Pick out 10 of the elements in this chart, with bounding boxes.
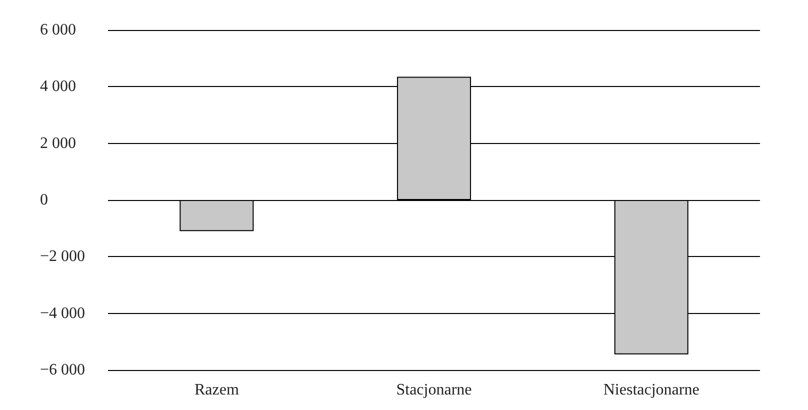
y-tick-label: 6 000 <box>40 22 76 38</box>
y-tick-label: 0 <box>40 192 48 208</box>
x-tick-label: Stacjonarne <box>396 382 472 398</box>
y-tick-label: −4 000 <box>40 304 86 322</box>
y-tick-label: −6 000 <box>40 362 86 378</box>
y-tick-label: 4 000 <box>40 78 76 96</box>
x-tick-label: Niestacjonarne <box>603 382 700 398</box>
y-tick-label: −2 000 <box>40 248 86 266</box>
x-tick-label: Razem <box>194 382 240 398</box>
y-tick-label: 2 000 <box>40 134 76 152</box>
